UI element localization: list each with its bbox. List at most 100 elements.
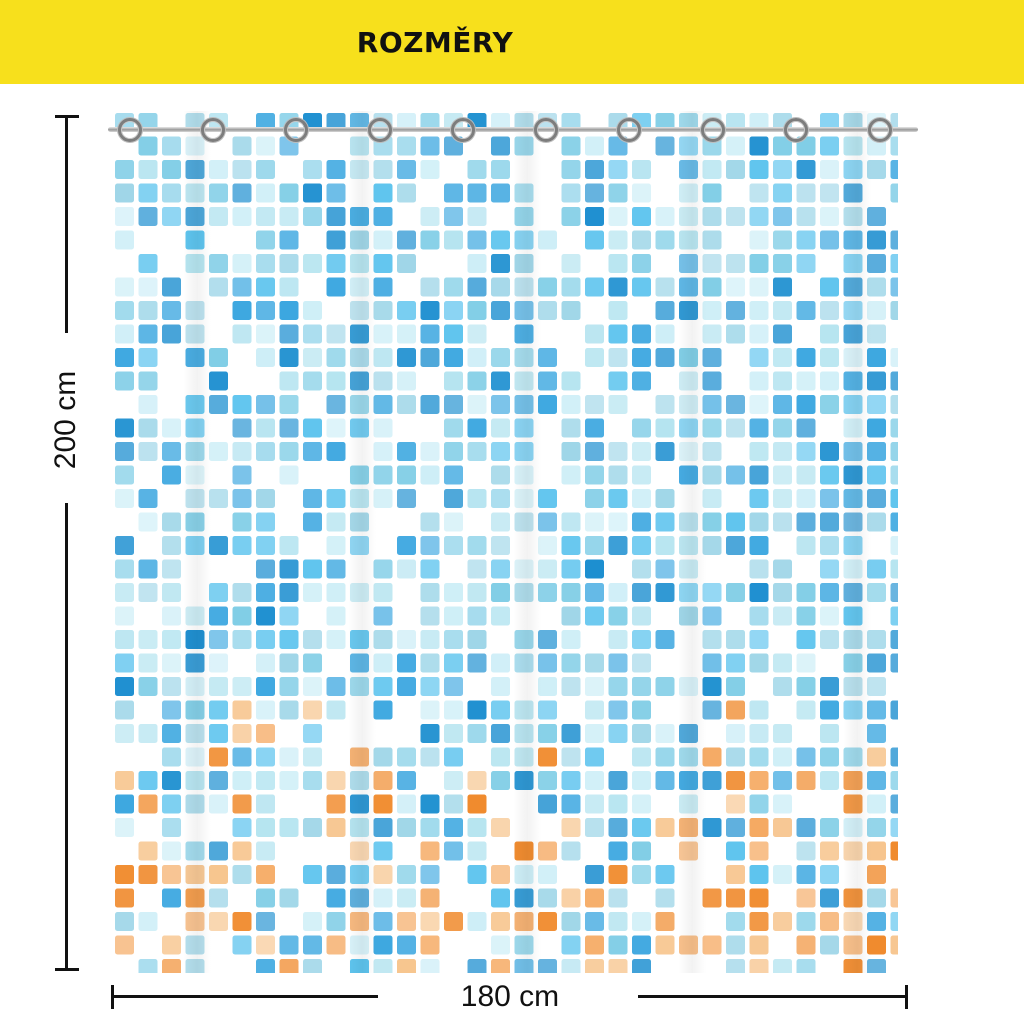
mosaic-tile: [608, 277, 628, 297]
mosaic-tile: [867, 794, 886, 814]
mosaic-tile: [773, 254, 792, 273]
mosaic-tile: [491, 724, 510, 743]
mosaic-tile: [514, 841, 534, 861]
mosaic-tile: [608, 724, 628, 743]
mosaic-tile: [655, 630, 675, 649]
mosaic-tile: [209, 771, 228, 790]
mosaic-tile: [514, 489, 534, 508]
mosaic-tile: [538, 747, 557, 767]
mosaic-tile: [702, 606, 722, 626]
mosaic-tile: [514, 136, 534, 156]
mosaic-tile: [585, 888, 604, 908]
mosaic-tile: [655, 301, 675, 320]
mosaic-tile: [632, 700, 651, 720]
mosaic-tile: [444, 230, 463, 250]
mosaic-tile: [303, 512, 322, 532]
mosaic-tile: [491, 912, 510, 931]
mosaic-tile: [867, 160, 886, 179]
mosaic-tile: [820, 771, 839, 790]
mosaic-tile: [632, 371, 651, 391]
mosaic-tile: [444, 653, 463, 673]
mosaic-tile: [138, 630, 158, 649]
mosaic-tile: [585, 395, 604, 414]
mosaic-tile: [820, 371, 839, 391]
mosaic-tile: [209, 583, 228, 602]
mosaic-tile: [350, 677, 369, 696]
mosaic-tile: [514, 348, 534, 367]
mosaic-tile: [702, 348, 722, 367]
mosaic-tile: [444, 442, 463, 461]
mosaic-tile: [256, 677, 275, 696]
mosaic-tile: [702, 395, 722, 414]
mosaic-tile: [491, 465, 510, 485]
mosaic-tile: [867, 207, 886, 226]
mosaic-tile: [350, 865, 369, 884]
mosaic-tile: [632, 959, 651, 973]
mosaic-tile: [867, 747, 886, 767]
mosaic-tile: [373, 865, 393, 884]
mosaic-tile: [773, 912, 792, 931]
mosaic-tile: [115, 888, 134, 908]
mosaic-tile: [467, 254, 487, 273]
mosaic-tile: [561, 301, 581, 320]
mosaic-tile: [608, 230, 628, 250]
mosaic-tile: [209, 841, 228, 861]
mosaic-tile: [138, 794, 158, 814]
mosaic-tile: [796, 183, 816, 203]
mosaic-tile: [350, 207, 369, 226]
mosaic-tile: [350, 277, 369, 297]
mosaic-tile: [514, 630, 534, 649]
mosaic-tile: [185, 136, 205, 156]
mosaic-tile: [373, 207, 393, 226]
mosaic-tile: [796, 489, 816, 508]
mosaic-tile: [491, 442, 510, 461]
mosaic-tile: [373, 465, 393, 485]
mosaic-tile: [726, 747, 745, 767]
mosaic-tile: [726, 630, 745, 649]
mosaic-tile: [773, 442, 792, 461]
mosaic-tile: [561, 606, 581, 626]
mosaic-tile: [655, 489, 675, 508]
mosaic-tile: [350, 841, 369, 861]
mosaic-tile: [162, 865, 181, 884]
mosaic-tile: [162, 818, 181, 837]
mosaic-tile: [303, 630, 322, 649]
mosaic-tile: [256, 301, 275, 320]
mosaic-tile: [326, 583, 346, 602]
mosaic-tile: [702, 183, 722, 203]
mosaic-tile: [256, 888, 275, 908]
mosaic-tile: [773, 865, 792, 884]
mosaic-tile: [326, 183, 346, 203]
mosaic-tile: [279, 442, 299, 461]
height-dimension-line-top: [65, 115, 68, 333]
page-title: ROZMĚRY: [356, 25, 514, 59]
mosaic-tile: [373, 912, 393, 931]
mosaic-tile: [420, 794, 440, 814]
mosaic-tile: [867, 700, 886, 720]
mosaic-tile: [726, 865, 745, 884]
mosaic-tile: [373, 254, 393, 273]
mosaic-tile: [420, 700, 440, 720]
mosaic-tile: [420, 395, 440, 414]
mosaic-tile: [373, 230, 393, 250]
mosaic-tile: [303, 348, 322, 367]
mosaic-tile: [773, 371, 792, 391]
mosaic-tile: [373, 841, 393, 861]
grommet-ring: [868, 118, 892, 142]
mosaic-tile: [232, 677, 252, 696]
mosaic-tile: [843, 418, 863, 438]
mosaic-tile: [444, 536, 463, 555]
mosaic-tile: [608, 583, 628, 602]
mosaic-tile: [185, 724, 205, 743]
mosaic-tile: [538, 771, 557, 790]
mosaic-tile: [655, 583, 675, 602]
mosaic-tile: [843, 747, 863, 767]
mosaic-tile: [467, 630, 487, 649]
mosaic-tile: [702, 277, 722, 297]
mosaic-tile: [514, 559, 534, 579]
mosaic-tile: [561, 277, 581, 297]
mosaic-tile: [702, 677, 722, 696]
mosaic-tile: [350, 395, 369, 414]
mosaic-tile: [467, 724, 487, 743]
mosaic-tile: [702, 630, 722, 649]
